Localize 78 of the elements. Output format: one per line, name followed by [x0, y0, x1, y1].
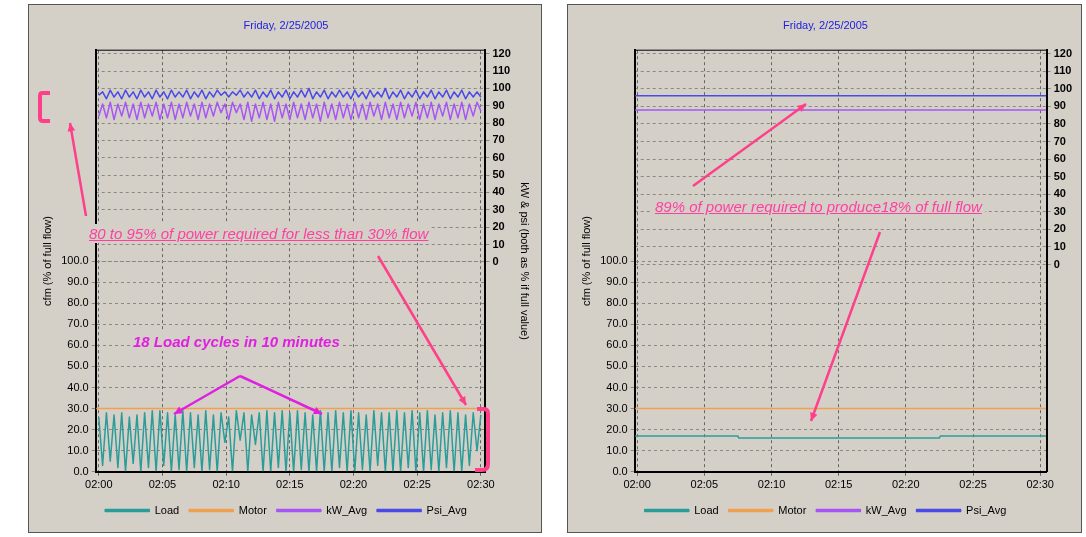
y2-tick-label: 40 [492, 185, 505, 198]
y-tick-label: 10.0 [606, 443, 628, 456]
y-tick-label: 80.0 [67, 296, 89, 309]
y2-tick-label: 20 [492, 220, 505, 233]
y-tick-label: 50.0 [67, 359, 89, 372]
y-tick-label: 70.0 [606, 317, 628, 330]
y2-tick-label: 70 [1053, 134, 1066, 147]
y-tick-label: 0.0 [73, 464, 89, 477]
y2-tick-label: 0 [492, 254, 499, 267]
y-tick-label: 10.0 [67, 443, 89, 456]
y2-tick-label: 10 [492, 237, 505, 250]
y-tick-label: 40.0 [606, 380, 628, 393]
y-tick-label: 100.0 [600, 254, 628, 267]
y-tick-label: 100.0 [61, 254, 89, 267]
x-tick-label: 02:30 [467, 478, 495, 491]
y2-tick-label: 50 [1053, 169, 1066, 182]
y-tick-label: 50.0 [606, 359, 628, 372]
x-tick-label: 02:10 [212, 478, 240, 491]
chart-title: Friday, 2/25/2005 [783, 18, 868, 31]
legend-label: Motor [238, 503, 268, 516]
x-tick-label: 02:10 [757, 478, 786, 491]
x-tick-label: 02:15 [824, 478, 853, 491]
y2-tick-label: 100 [492, 81, 511, 94]
x-tick-label: 02:20 [892, 478, 920, 491]
legend-label: kW_Avg [865, 503, 907, 516]
legend-label: Motor [778, 503, 807, 516]
y2-tick-label: 110 [492, 64, 511, 77]
x-tick-label: 02:25 [403, 478, 431, 491]
y-tick-label: 30.0 [606, 401, 628, 414]
x-tick-label: 02:05 [690, 478, 719, 491]
y-tick-label: 60.0 [606, 338, 628, 351]
x-tick-label: 02:25 [959, 478, 987, 491]
y2-tick-label: 60 [492, 150, 505, 163]
chart-title: Friday, 2/25/2005 [243, 18, 329, 31]
y-tick-label: 60.0 [67, 338, 89, 351]
x-tick-label: 02:05 [148, 478, 177, 491]
y2-tick-label: 0 [1053, 257, 1060, 270]
y2-tick-label: 100 [1053, 81, 1073, 94]
y2-tick-label: 110 [1053, 64, 1072, 77]
y2-tick-label: 10 [1053, 239, 1066, 252]
y2-tick-label: 90 [1053, 99, 1066, 112]
y-tick-label: 70.0 [67, 317, 89, 330]
legend-label: Load [694, 503, 719, 516]
y2-tick-label: 120 [1053, 46, 1073, 59]
y2-tick-label: 20 [1053, 222, 1066, 235]
y2-axis-title: kW & psi (both as % if full value) [519, 182, 532, 340]
y2-tick-label: 30 [492, 202, 505, 215]
y-axis-title: cfm (% of full flow) [40, 216, 53, 306]
x-tick-label: 02:20 [339, 478, 368, 491]
y2-tick-label: 70 [492, 133, 505, 146]
y2-tick-label: 60 [1053, 152, 1066, 165]
x-tick-label: 02:15 [276, 478, 304, 491]
y2-tick-label: 80 [492, 116, 505, 129]
y-tick-label: 40.0 [67, 380, 89, 393]
y-tick-label: 80.0 [606, 296, 628, 309]
y-tick-label: 90.0 [67, 275, 89, 288]
x-tick-label: 02:30 [1026, 478, 1054, 491]
y-tick-label: 0.0 [612, 464, 628, 477]
y2-tick-label: 40 [1053, 187, 1066, 200]
annotation: 18 Load cycles in 10 minutes [130, 332, 343, 351]
y-axis-title: cfm (% of full flow) [579, 216, 592, 306]
y2-tick-label: 90 [492, 98, 505, 111]
y-tick-label: 20.0 [606, 422, 628, 435]
legend-label: kW_Avg [326, 503, 368, 516]
annotation: 80 to 95% of power required for less than 30% flow [86, 224, 432, 243]
y-tick-label: 90.0 [606, 275, 628, 288]
legend-label: Psi_Avg [966, 503, 1007, 516]
x-tick-label: 02:00 [85, 478, 113, 491]
y2-tick-label: 80 [1053, 117, 1066, 130]
y2-tick-label: 50 [492, 168, 505, 181]
y-tick-label: 20.0 [67, 422, 89, 435]
annotation: 89% of power required to produce18% of full flow [652, 197, 985, 216]
legend-label: Load [154, 503, 180, 516]
x-tick-label: 02:00 [623, 478, 651, 491]
legend-label: Psi_Avg [426, 503, 467, 516]
y2-tick-label: 120 [492, 46, 511, 59]
y-tick-label: 30.0 [67, 401, 89, 414]
y2-tick-label: 30 [1053, 204, 1066, 217]
